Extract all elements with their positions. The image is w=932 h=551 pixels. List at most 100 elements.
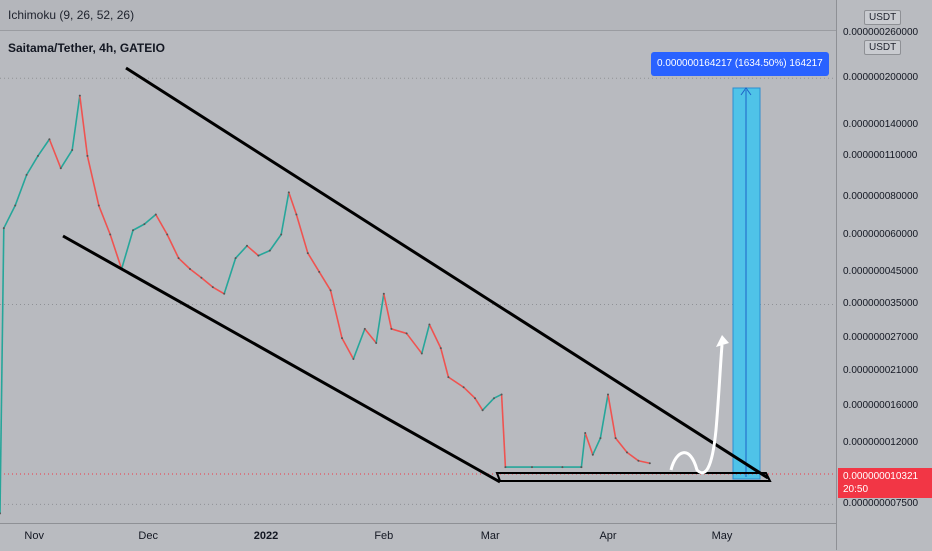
last-price-tag: 0.000000010321 20:50 — [838, 468, 932, 498]
price-point — [504, 466, 507, 469]
price-segment — [109, 234, 123, 270]
measure-label: 0.000000164217 (1634.50%) 164217 — [651, 52, 829, 76]
price-segment — [493, 393, 502, 399]
price-segment — [607, 394, 617, 439]
price-segment — [474, 397, 484, 411]
price-point — [375, 342, 378, 345]
bar-countdown: 20:50 — [843, 484, 869, 495]
price-segment — [155, 214, 168, 235]
price-segment — [318, 271, 332, 291]
price-segment — [258, 249, 271, 257]
price-tick-label: 0.000000035000 — [843, 298, 919, 310]
price-segment — [178, 257, 191, 270]
price-point — [37, 154, 39, 157]
price-point — [382, 292, 385, 295]
price-segment — [599, 394, 609, 439]
price-segment — [189, 268, 202, 279]
price-point — [306, 252, 309, 255]
indicator-label[interactable]: Ichimoku (9, 26, 52, 26) — [8, 8, 135, 22]
price-point — [177, 257, 180, 260]
currency-badge-top[interactable]: USDT — [864, 10, 902, 25]
price-segment — [463, 386, 476, 399]
price-segment — [14, 174, 28, 206]
price-tick-label: 0.000000027000 — [843, 332, 919, 344]
price-segment — [166, 234, 180, 259]
price-point — [234, 257, 237, 260]
projection-arrow — [669, 344, 724, 475]
symbol-title[interactable]: Saitama/Tether, 4h, GATEIO — [8, 41, 165, 55]
channel-upper-trendline[interactable] — [125, 66, 769, 480]
price-segment — [143, 213, 157, 225]
price-point — [200, 276, 203, 279]
price-point — [166, 233, 169, 236]
price-point — [280, 233, 283, 236]
price-point — [599, 437, 602, 440]
price-point — [78, 94, 81, 97]
price-point — [25, 173, 28, 176]
price-point — [14, 204, 17, 207]
price-segment — [405, 332, 423, 354]
price-segment — [280, 192, 290, 235]
price-segment — [295, 214, 309, 254]
price-point — [500, 393, 503, 396]
time-tick-label: Mar — [480, 530, 500, 542]
price-point — [223, 292, 226, 295]
price-point — [352, 357, 355, 360]
price-segment — [428, 324, 442, 349]
support-box[interactable] — [495, 472, 772, 482]
price-segment — [48, 138, 62, 169]
price-point — [318, 270, 321, 273]
price-segment — [447, 376, 465, 388]
price-point — [257, 254, 260, 257]
price-tick-label: 0.000000021000 — [843, 364, 919, 376]
price-segment — [341, 337, 355, 360]
price-point — [143, 223, 146, 226]
price-point — [109, 233, 112, 236]
price-point — [428, 323, 431, 326]
price-point — [390, 327, 393, 330]
price-segment — [440, 347, 450, 378]
projection-arrow-head — [716, 335, 729, 347]
price-segment — [352, 328, 366, 360]
price-segment — [79, 95, 89, 156]
price-segment — [421, 324, 431, 354]
time-tick-label: Feb — [374, 530, 394, 542]
price-tick-partial: 0.000000260000 — [843, 27, 919, 38]
price-tick-label: 0.000000016000 — [843, 400, 919, 412]
price-segment — [482, 397, 495, 411]
price-segment — [3, 205, 16, 229]
price-segment — [86, 155, 100, 206]
price-segment — [592, 437, 602, 456]
price-point — [268, 249, 271, 252]
time-tick-label: Nov — [24, 530, 44, 542]
price-point — [591, 453, 594, 456]
price-point — [561, 466, 564, 469]
price-segment — [638, 459, 650, 465]
channel-lower-trendline[interactable] — [62, 234, 501, 484]
measure-arrow-head — [740, 87, 752, 96]
price-point — [189, 267, 191, 270]
price-segment — [246, 245, 259, 257]
price-segment — [132, 223, 145, 231]
price-tick-label: 0.000000110000 — [843, 149, 918, 161]
price-point — [59, 167, 62, 170]
price-segment — [288, 192, 298, 215]
price-point — [295, 213, 298, 216]
price-series — [0, 94, 651, 515]
price-segment — [223, 257, 237, 295]
price-point — [211, 286, 214, 289]
time-tick-label: Apr — [599, 530, 617, 542]
price-point — [648, 462, 651, 465]
time-axis[interactable] — [0, 523, 836, 551]
price-point — [405, 332, 408, 335]
time-tick-label: Dec — [138, 530, 158, 542]
price-axis[interactable] — [836, 0, 932, 550]
price-segment — [60, 149, 73, 169]
currency-badge-second[interactable]: USDT — [864, 40, 902, 55]
price-segment — [269, 234, 282, 252]
price-tick-label: 0.000000045000 — [843, 265, 919, 277]
price-point — [132, 229, 134, 232]
price-segment — [212, 286, 225, 295]
